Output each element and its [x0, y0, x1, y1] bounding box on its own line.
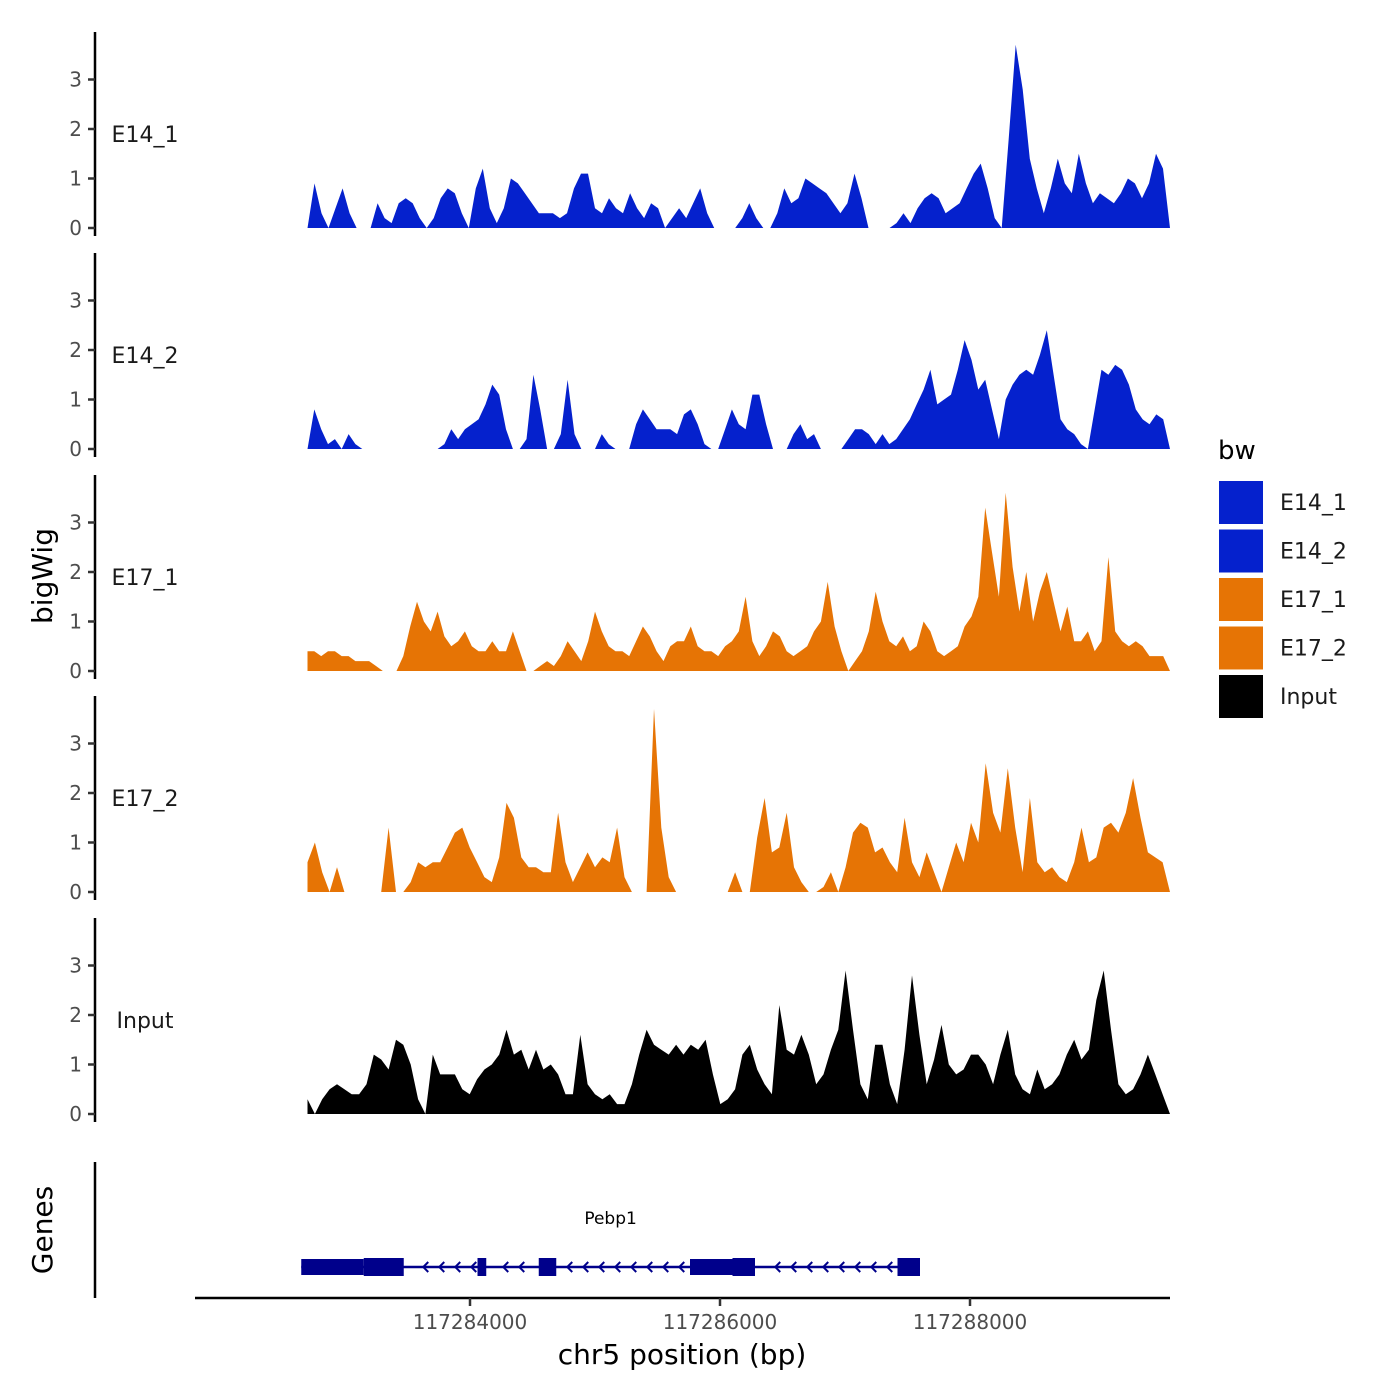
y-tick-label-E17_2-0: 0: [69, 880, 82, 904]
signal-area-E14_1: [307, 44, 1170, 228]
x-tick-label-117288000: 117288000: [913, 1310, 1028, 1334]
strand-arrow: [661, 1261, 669, 1273]
legend-swatch-E14_2: [1219, 529, 1263, 573]
y-tick-label-E17_2-1: 1: [69, 831, 82, 855]
strand-arrow: [885, 1261, 893, 1273]
strand-arrow: [565, 1261, 573, 1273]
exon-5: [690, 1259, 733, 1275]
y-tick-label-Input-2: 2: [69, 1003, 82, 1027]
strand-arrow: [469, 1261, 477, 1273]
y-tick-label-E14_1-2: 2: [69, 117, 82, 141]
legend-label-E14_1: E14_1: [1280, 491, 1347, 516]
strand-arrow: [869, 1261, 877, 1273]
legend-label-E14_2: E14_2: [1280, 540, 1347, 565]
signal-area-E17_2: [307, 708, 1170, 892]
strand-arrow: [821, 1261, 829, 1273]
legend-swatch-Input: [1219, 675, 1263, 718]
strand-arrow: [837, 1261, 845, 1273]
gene-track: Genes Pebp1: [26, 1162, 920, 1298]
y-tick-label-E14_2-2: 2: [69, 338, 82, 362]
strand-arrow: [581, 1261, 589, 1273]
strand-arrow: [645, 1261, 653, 1273]
y-tick-label-E17_1-2: 2: [69, 560, 82, 584]
exon-1: [301, 1259, 364, 1275]
exon-4: [538, 1258, 557, 1276]
signal-area-E14_2: [307, 330, 1170, 449]
track-E14_1: 0 1 2 3 E14_1: [69, 32, 1170, 240]
legend-label-E17_2: E17_2: [1280, 637, 1347, 662]
genes-axis-title: Genes: [26, 1186, 59, 1274]
strand-arrow: [789, 1261, 797, 1273]
track-label-E14_1: E14_1: [112, 123, 179, 148]
exon-6: [732, 1258, 755, 1276]
legend: bw E14_1 E14_2 E17_1 E17_2 Input: [1218, 436, 1347, 718]
y-tick-label-E14_2-1: 1: [69, 388, 82, 412]
strand-arrow: [677, 1261, 685, 1273]
exon-7: [897, 1258, 920, 1276]
track-label-E14_2: E14_2: [112, 344, 179, 369]
y-axis-title: bigWig: [26, 528, 59, 624]
exon-2: [363, 1258, 404, 1276]
strand-arrow: [501, 1261, 509, 1273]
strand-arrow: [421, 1261, 429, 1273]
track-E14_2: 0 1 2 3 E14_2: [69, 253, 1170, 461]
strand-arrow: [517, 1261, 525, 1273]
y-tick-label-E14_2-3: 3: [69, 289, 82, 313]
y-tick-label-Input-0: 0: [69, 1102, 82, 1126]
y-tick-label-E14_2-0: 0: [69, 437, 82, 461]
y-tick-label-E17_2-3: 3: [69, 732, 82, 756]
y-tick-label-E14_1-0: 0: [69, 216, 82, 240]
y-tick-label-Input-1: 1: [69, 1053, 82, 1077]
x-axis-title: chr5 position (bp): [558, 1338, 807, 1371]
strand-arrow: [437, 1261, 445, 1273]
y-tick-label-Input-3: 3: [69, 954, 82, 978]
track-label-E17_2: E17_2: [112, 787, 179, 812]
y-tick-label-E17_1-3: 3: [69, 511, 82, 535]
y-tick-label-E14_1-1: 1: [69, 167, 82, 191]
gene-name-label: Pebp1: [584, 1209, 637, 1229]
legend-title: bw: [1218, 436, 1256, 466]
x-tick-label-117284000: 117284000: [413, 1310, 528, 1334]
legend-swatch-E17_1: [1219, 578, 1263, 621]
track-label-Input: Input: [117, 1009, 174, 1034]
strand-arrow: [453, 1261, 461, 1273]
track-label-E17_1: E17_1: [112, 566, 179, 591]
signal-tracks: 0 1 2 3 E14_1 0 1 2 3 E14_2 0 1 2 3 E17_1 0 1 2 3 E17_2 0 1 2 3…: [69, 32, 1170, 1126]
signal-area-E17_1: [307, 492, 1170, 671]
exon-3: [477, 1258, 487, 1276]
gene-model-pebp1: [301, 1258, 920, 1276]
track-E17_2: 0 1 2 3 E17_2: [69, 696, 1170, 904]
strand-arrow: [613, 1261, 621, 1273]
strand-arrow: [629, 1261, 637, 1273]
y-tick-label-E17_1-1: 1: [69, 610, 82, 634]
x-axis: 117284000 117286000 117288000: [195, 1296, 1170, 1334]
strand-arrow: [853, 1261, 861, 1273]
signal-area-Input: [307, 970, 1170, 1114]
legend-swatch-E14_1: [1219, 481, 1263, 524]
legend-label-E17_1: E17_1: [1280, 588, 1347, 613]
legend-swatch-E17_2: [1219, 626, 1263, 670]
strand-arrow: [597, 1261, 605, 1273]
y-tick-label-E14_1-3: 3: [69, 68, 82, 92]
legend-label-Input: Input: [1280, 685, 1337, 710]
track-E17_1: 0 1 2 3 E17_1: [69, 475, 1170, 683]
strand-arrow: [805, 1261, 813, 1273]
x-tick-label-117286000: 117286000: [663, 1310, 778, 1334]
y-tick-label-E17_1-0: 0: [69, 659, 82, 683]
track-Input: 0 1 2 3 Input: [69, 918, 1170, 1126]
y-tick-label-E17_2-2: 2: [69, 781, 82, 805]
strand-arrow: [773, 1261, 781, 1273]
